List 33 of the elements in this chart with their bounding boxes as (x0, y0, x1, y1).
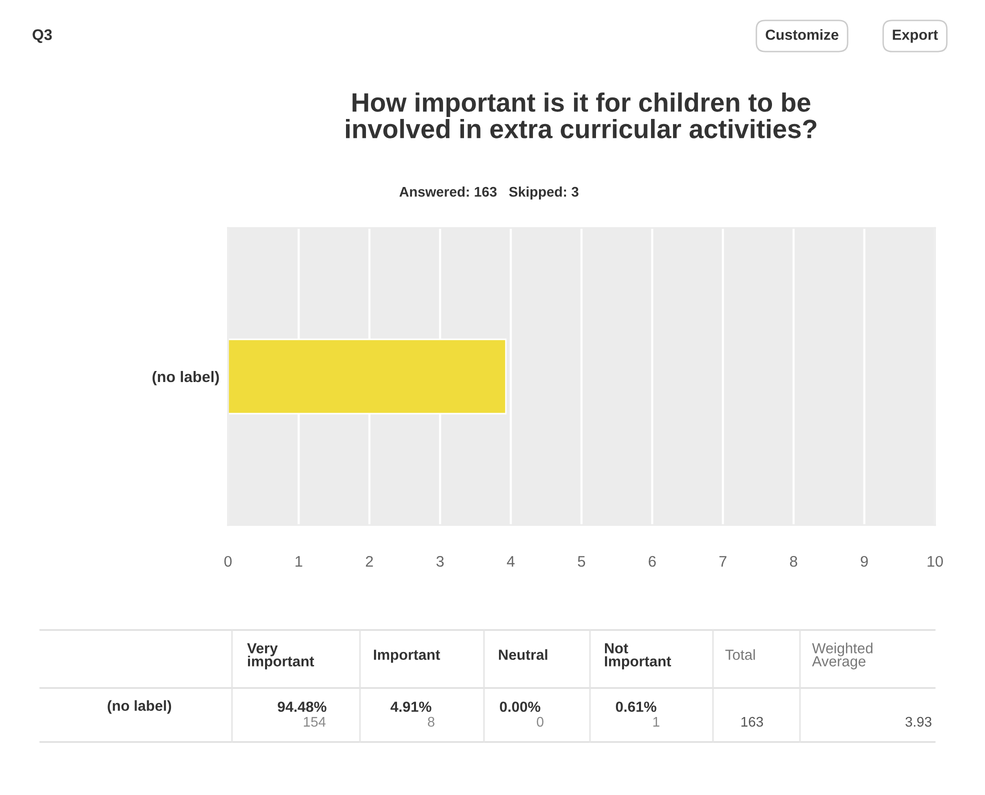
x-tick-label: 5 (578, 556, 586, 567)
text: Weighted Average (812, 642, 872, 670)
text: Customize (766, 29, 838, 40)
chart-title: How important is it for children to be involved in extra curricular activities? (346, 92, 816, 138)
x-tick-label: 4 (506, 556, 515, 567)
text: Export (892, 30, 938, 43)
text: Q3 (32, 29, 52, 43)
text: 8 (428, 716, 434, 727)
x-tick-label: 7 (719, 556, 726, 567)
text: Very important (247, 643, 314, 670)
text: Important (374, 650, 440, 663)
text: 0 (536, 716, 544, 727)
text: Not Important (604, 643, 672, 670)
text: 4.91% (390, 702, 432, 712)
x-tick-label: 3 (436, 556, 444, 567)
x-tick-label: 10 (928, 556, 943, 567)
x-tick-label: 8 (790, 556, 798, 567)
text: Neutral (498, 649, 548, 660)
text: Total (725, 649, 755, 660)
text: 0.00% (500, 702, 540, 712)
x-tick-label: 9 (860, 556, 868, 567)
text: 3.93 (906, 716, 932, 727)
text: 0.61% (616, 702, 656, 712)
chart-subtitle: Answered: 163 Skipped: 3 (399, 186, 578, 200)
text: 163 (741, 716, 763, 727)
category-label: (no label) (108, 700, 172, 714)
x-tick-label: 2 (366, 556, 373, 567)
text: 154 (304, 717, 326, 727)
text: 1 (653, 717, 660, 727)
x-tick-label: 1 (296, 556, 302, 567)
x-tick-label: 6 (648, 556, 656, 567)
text: 94.48% (278, 702, 326, 712)
x-tick-label: 0 (224, 556, 232, 567)
